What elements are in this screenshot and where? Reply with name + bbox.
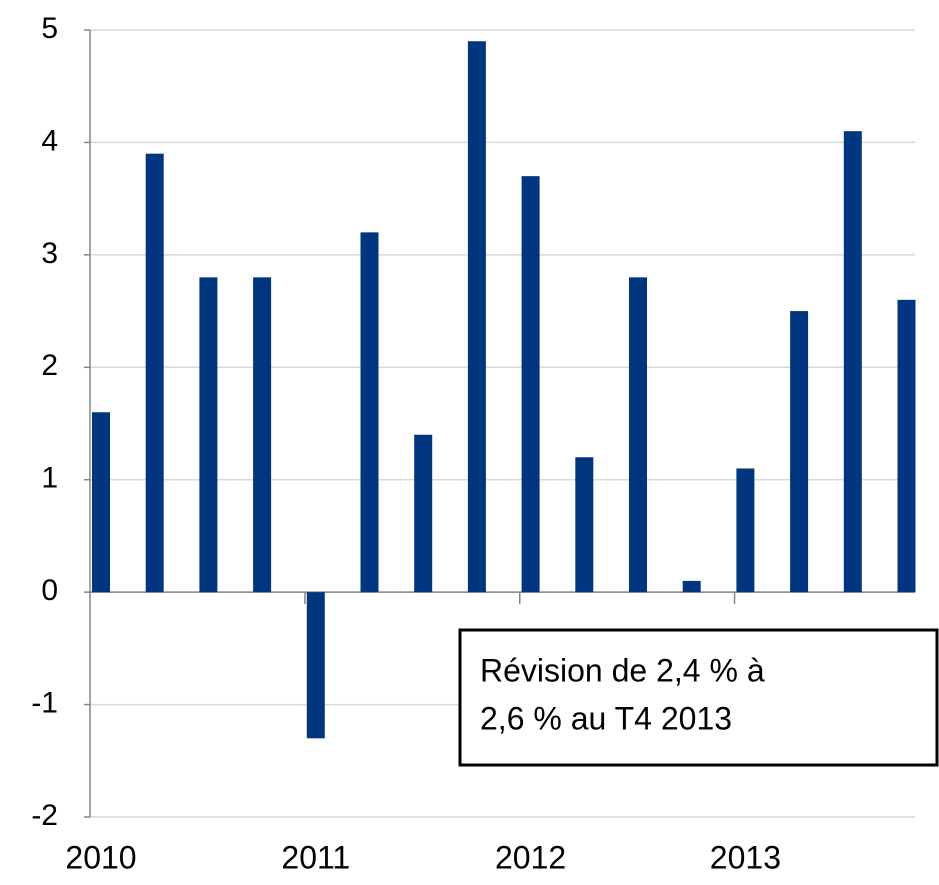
annotation-line: Révision de 2,4 % à xyxy=(480,652,765,688)
x-tick-label: 2013 xyxy=(710,839,781,875)
annotation-box xyxy=(458,628,939,767)
y-tick-label: 1 xyxy=(41,462,58,495)
bar xyxy=(306,592,325,739)
bar xyxy=(843,131,862,593)
y-tick-label: 3 xyxy=(41,237,58,270)
bar xyxy=(736,468,755,593)
annotation-line: 2,6 % au T4 2013 xyxy=(480,700,732,736)
bar xyxy=(682,580,701,593)
y-tick-label: 5 xyxy=(41,12,58,45)
bar xyxy=(629,277,647,593)
y-tick-label: -1 xyxy=(31,686,58,719)
y-tick-label: 2 xyxy=(41,349,58,382)
x-tick-label: 2011 xyxy=(281,839,350,875)
bar xyxy=(467,41,486,593)
x-tick-label: 2012 xyxy=(495,839,566,875)
bar xyxy=(414,434,433,593)
bar xyxy=(521,176,540,593)
bar xyxy=(92,412,110,593)
bar xyxy=(199,277,218,593)
y-tick-label: 0 xyxy=(41,574,58,607)
y-tick-label: 4 xyxy=(41,124,58,157)
y-tick-label: -2 xyxy=(31,799,58,832)
bar xyxy=(253,277,272,593)
bar xyxy=(145,153,164,593)
bar xyxy=(575,457,594,593)
bar xyxy=(790,311,809,593)
x-tick-label: 2010 xyxy=(65,839,136,875)
bar xyxy=(360,232,379,593)
bar xyxy=(897,299,916,593)
